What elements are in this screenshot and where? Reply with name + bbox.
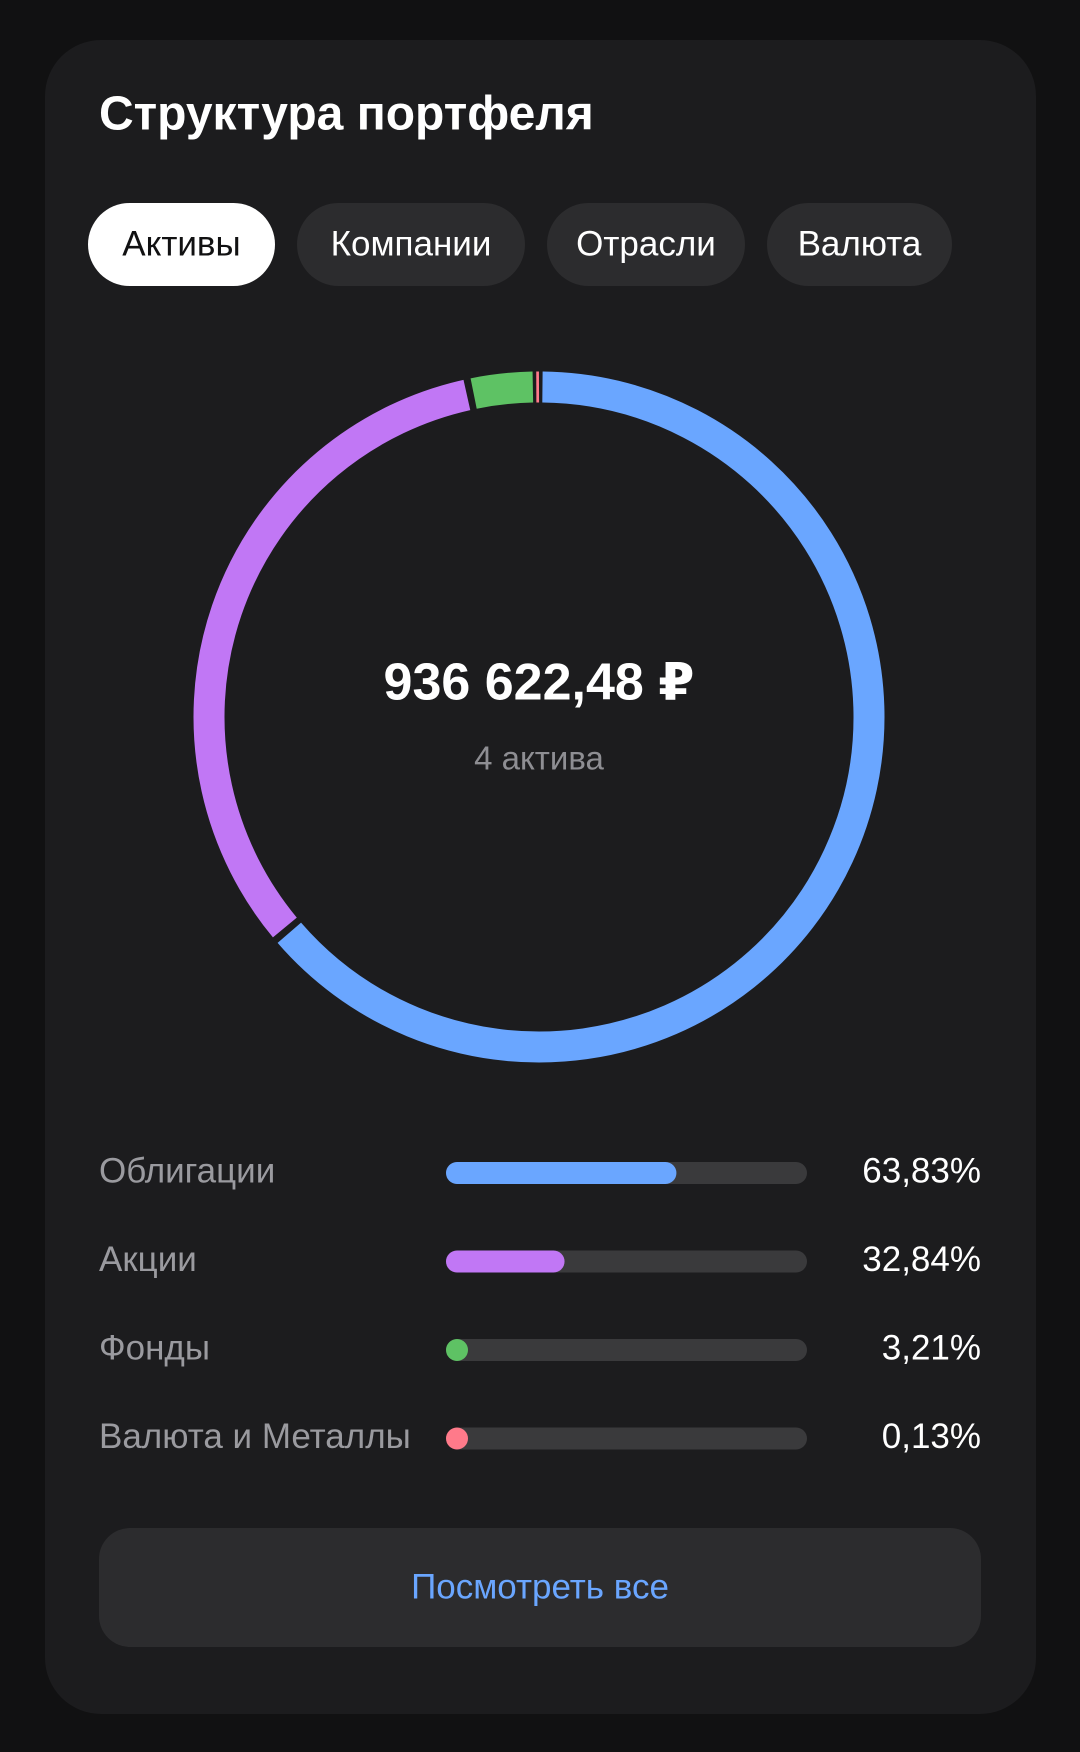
percent-label: 32,84% xyxy=(862,1240,981,1279)
view-all-button[interactable] xyxy=(99,1528,981,1647)
tab[interactable] xyxy=(547,203,745,286)
tab[interactable] xyxy=(88,203,275,286)
progress-track xyxy=(446,1427,807,1450)
progress-fill xyxy=(446,1339,468,1361)
category-label: Валюта и Металлы xyxy=(99,1417,411,1456)
tab[interactable] xyxy=(767,203,952,286)
percent-label: 3,21% xyxy=(882,1328,981,1367)
donut-segment xyxy=(470,371,534,409)
tab-label[interactable]: Валюта xyxy=(798,224,922,263)
tab-label[interactable]: Активы xyxy=(122,224,240,263)
progress-fill xyxy=(446,1250,565,1273)
view-all-label[interactable]: Посмотреть все xyxy=(411,1567,669,1606)
card xyxy=(45,40,1036,1714)
tab-label[interactable]: Отрасли xyxy=(576,224,716,263)
asset-count: 4 актива xyxy=(474,740,604,777)
progress-fill xyxy=(446,1162,677,1184)
progress-fill xyxy=(446,1427,468,1450)
tab-label[interactable]: Компании xyxy=(331,224,492,263)
donut-segment xyxy=(277,371,885,1063)
category-label: Фонды xyxy=(99,1328,210,1367)
category-label: Акции xyxy=(99,1240,197,1279)
progress-track xyxy=(446,1339,807,1361)
donut-chart xyxy=(193,371,885,1063)
tabs: Активы Компании Отрасли Валюта xyxy=(88,203,952,286)
percent-label: 63,83% xyxy=(862,1151,981,1190)
percent-label: 0,13% xyxy=(882,1417,981,1456)
tab[interactable] xyxy=(297,203,525,286)
category-label: Облигации xyxy=(99,1151,275,1190)
total-value: 936 622,48 ₽ xyxy=(384,654,695,712)
breakdown-list: Облигации 63,83% Акции 32,84% Фонды 3,21% Валю… xyxy=(99,1151,981,1456)
card-title: Структура портфеля xyxy=(99,88,594,141)
donut-segment xyxy=(193,379,471,938)
